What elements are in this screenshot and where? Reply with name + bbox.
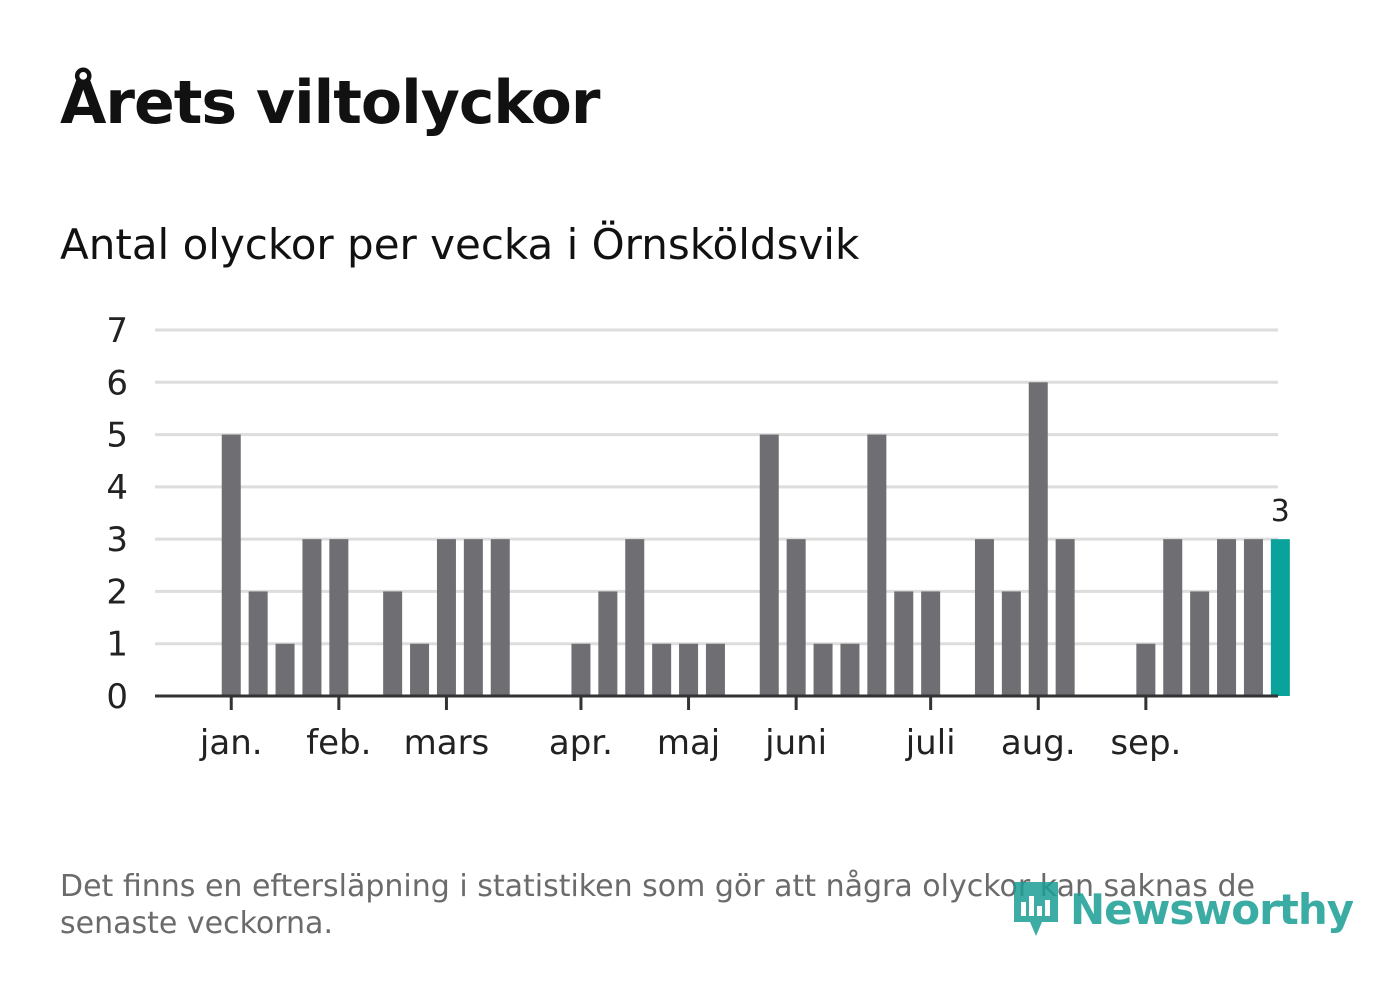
- y-tick-label: 2: [106, 572, 128, 612]
- bar: [1001, 591, 1021, 696]
- bar: [759, 434, 779, 696]
- bar: [867, 434, 887, 696]
- bar: [921, 591, 941, 696]
- x-tick-label: jan.: [199, 723, 263, 763]
- bar: [813, 643, 833, 696]
- bar: [1163, 539, 1183, 696]
- bar: [329, 539, 349, 696]
- bar: [248, 591, 268, 696]
- bar: [894, 591, 914, 696]
- y-tick-label: 6: [106, 363, 128, 403]
- y-tick-label: 0: [106, 677, 128, 717]
- y-tick-label: 7: [106, 311, 128, 351]
- bar: [1190, 591, 1210, 696]
- x-tick-label: maj: [657, 723, 720, 763]
- bar: [625, 539, 645, 696]
- bar: [463, 539, 483, 696]
- bar: [275, 643, 295, 696]
- x-tick-label: aug.: [1001, 723, 1076, 763]
- newsworthy-logo-icon: [1014, 882, 1058, 936]
- bar: [1243, 539, 1263, 696]
- x-tick-label: sep.: [1110, 723, 1181, 763]
- newsworthy-logo[interactable]: Newsworthy: [1010, 878, 1354, 940]
- bar: [1217, 539, 1237, 696]
- x-tick-label: juli: [905, 723, 956, 763]
- bar: [1136, 643, 1156, 696]
- bar: [383, 591, 403, 696]
- gridlines: [155, 328, 1278, 646]
- chart-subtitle: Antal olyckor per vecka i Örnsköldsvik: [60, 220, 860, 269]
- bar-current-week: [1270, 539, 1290, 696]
- chart-title: Årets viltolyckor: [60, 68, 600, 138]
- bar: [490, 539, 510, 696]
- bar: [436, 539, 456, 696]
- bar: [410, 643, 430, 696]
- bar: [1028, 382, 1048, 696]
- x-tick-label: mars: [404, 723, 490, 763]
- bar: [679, 643, 699, 696]
- axes: 0 1 2 3 4 5 6 7 3 jan. feb. mars apr. maj juni juli aug.…: [106, 311, 1290, 763]
- bar: [302, 539, 322, 696]
- bar: [840, 643, 860, 696]
- x-tick-label: apr.: [549, 723, 613, 763]
- x-tick-label: feb.: [306, 723, 371, 763]
- bar: [652, 643, 672, 696]
- bar: [1055, 539, 1075, 696]
- bars: [221, 382, 1290, 696]
- bar: [974, 539, 994, 696]
- y-tick-label: 5: [106, 416, 128, 456]
- current-week-value-label: 3: [1271, 494, 1290, 529]
- logo-text: Newsworthy: [1070, 884, 1354, 934]
- y-tick-label: 3: [106, 520, 128, 560]
- bar: [786, 539, 806, 696]
- bar: [705, 643, 725, 696]
- y-tick-label: 4: [106, 468, 128, 508]
- x-tick-label: juni: [764, 723, 827, 763]
- y-tick-label: 1: [106, 625, 128, 665]
- bar: [598, 591, 618, 696]
- bar: [571, 643, 591, 696]
- bar: [221, 434, 241, 696]
